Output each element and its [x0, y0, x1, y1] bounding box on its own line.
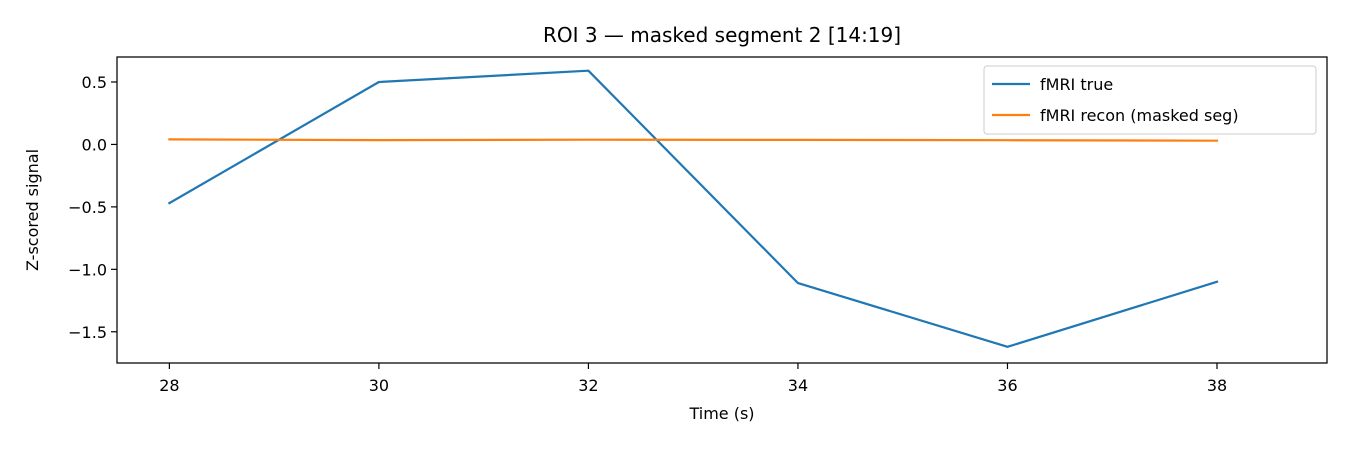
- series-layer: [167, 69, 1219, 348]
- axes-frame: [116, 56, 1328, 364]
- x-tick-label: 30: [369, 376, 389, 395]
- x-tick-label: 28: [159, 376, 179, 395]
- y-tick-label: −1.0: [68, 260, 107, 279]
- y-tick-label: 0.5: [82, 73, 107, 92]
- x-tick-label: 34: [788, 376, 808, 395]
- legend-label: fMRI true: [1040, 75, 1113, 94]
- legend: fMRI true fMRI recon (masked seg): [983, 65, 1317, 135]
- plot-area: [116, 56, 1328, 364]
- x-tick-label: 38: [1207, 376, 1227, 395]
- x-axis-label: Time (s): [688, 404, 754, 423]
- series-line-fmri-recon: [168, 138, 1219, 142]
- y-axis: 0.5 0.0 −0.5 −1.0 −1.5: [68, 73, 117, 342]
- legend-frame: [983, 65, 1317, 135]
- legend-entries: fMRI true fMRI recon (masked seg): [992, 75, 1239, 125]
- x-tick-label: 32: [578, 376, 598, 395]
- y-tick-label: 0.0: [82, 135, 107, 154]
- legend-label: fMRI recon (masked seg): [1040, 106, 1239, 125]
- y-tick-label: −0.5: [68, 198, 107, 217]
- y-tick-label: −1.5: [68, 323, 107, 342]
- chart-title: ROI 3 — masked segment 2 [14:19]: [543, 23, 901, 47]
- x-tick-label: 36: [997, 376, 1017, 395]
- x-axis: 28 30 32 34 36 38: [159, 363, 1227, 395]
- series-line-fmri-true: [167, 69, 1219, 348]
- y-axis-label: Z-scored signal: [23, 149, 42, 271]
